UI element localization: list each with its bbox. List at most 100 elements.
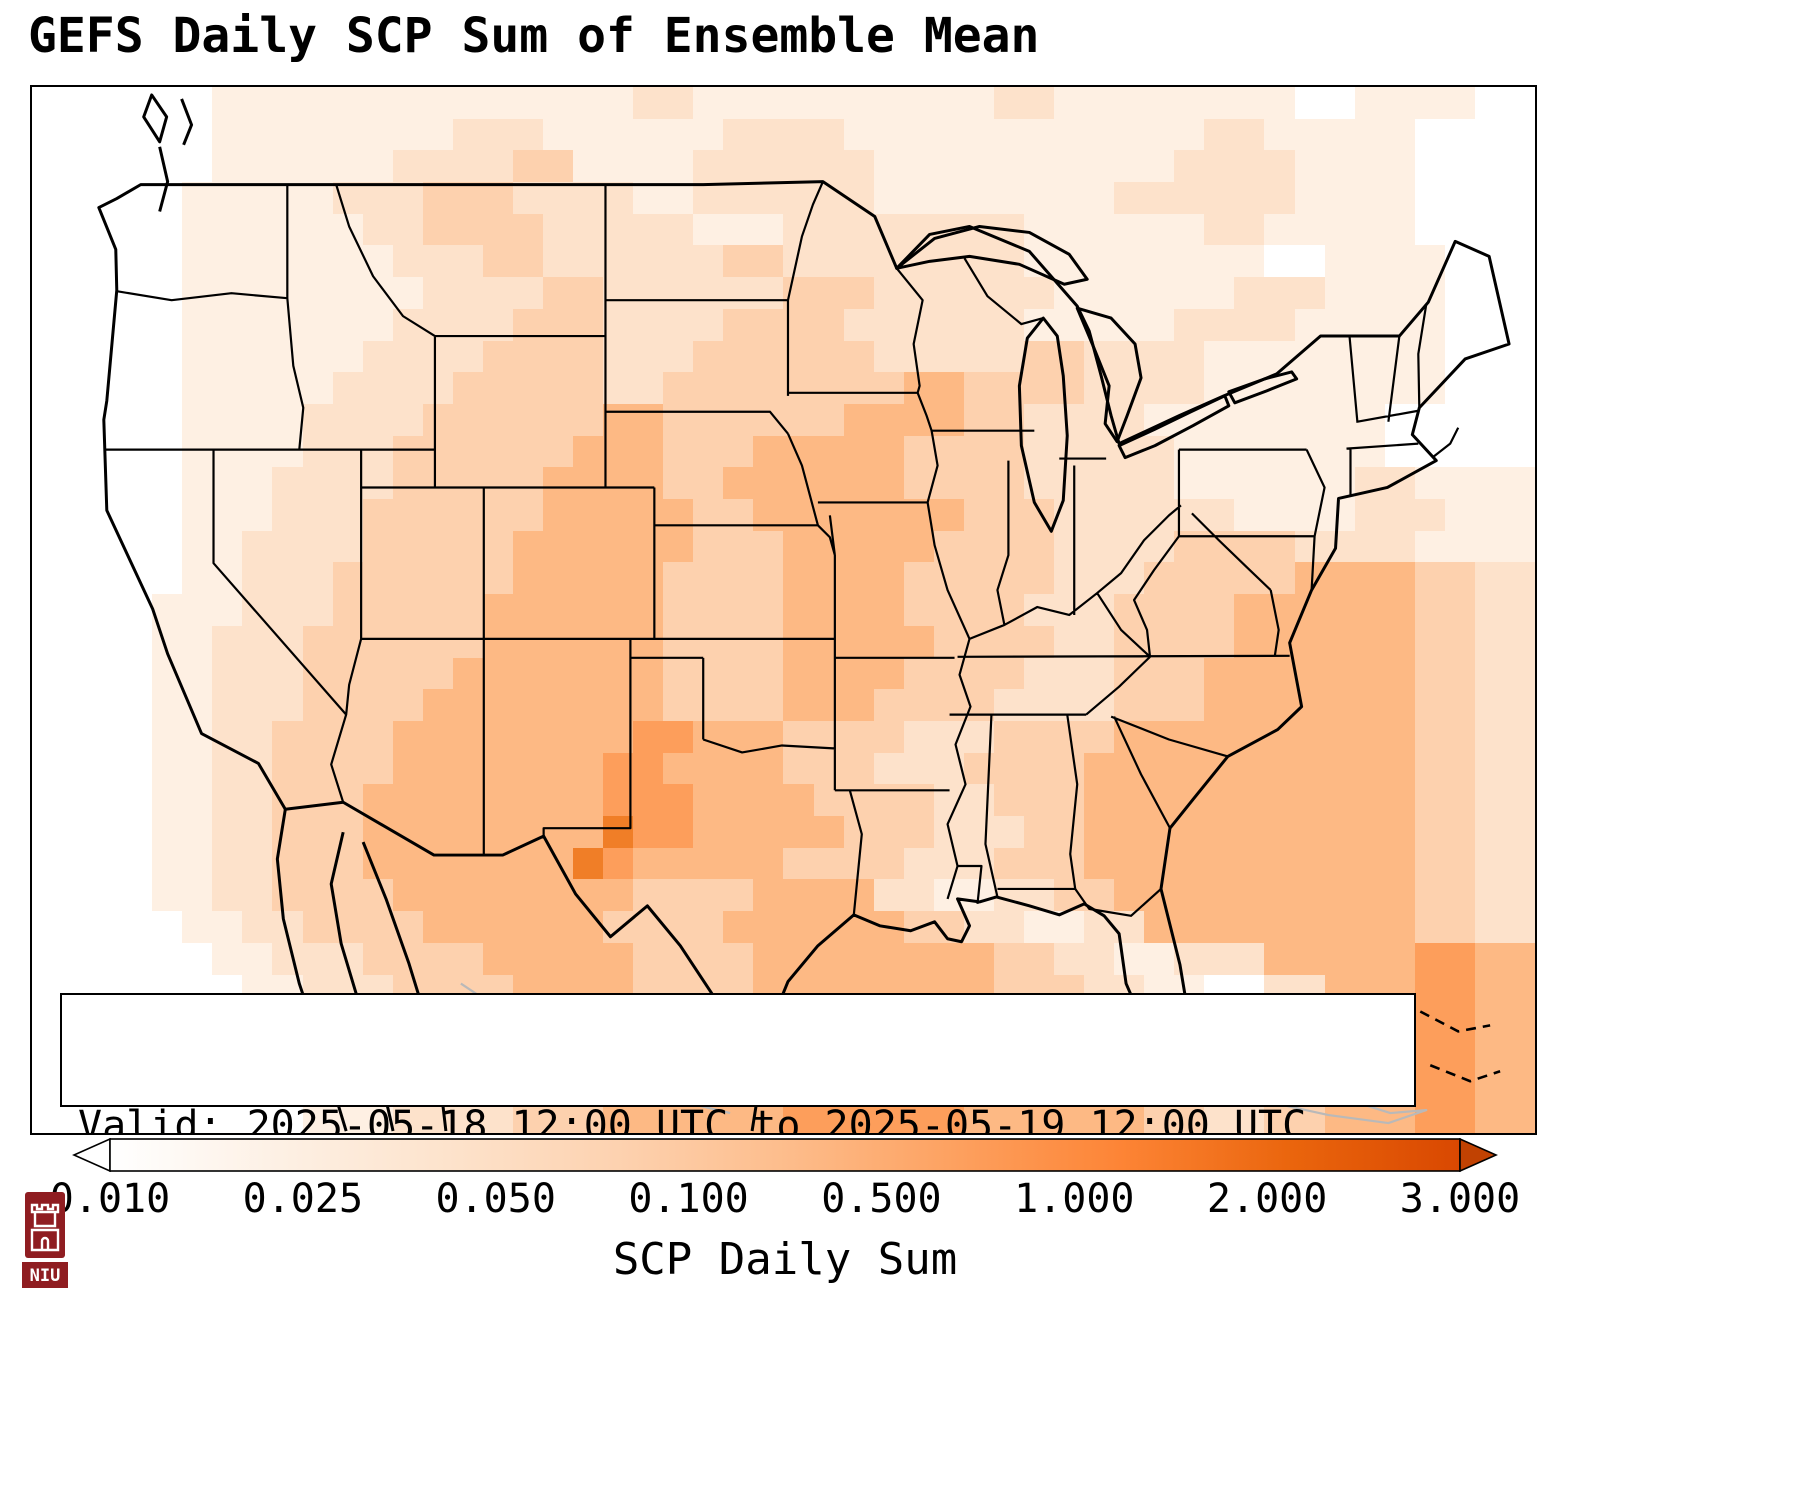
heatmap-cell bbox=[302, 879, 333, 912]
heatmap-cell bbox=[753, 213, 784, 246]
heatmap-cell bbox=[1504, 720, 1535, 753]
heatmap-cell bbox=[1054, 150, 1085, 183]
heatmap-cell bbox=[723, 879, 754, 912]
heatmap-cell bbox=[212, 340, 243, 373]
heatmap-cell bbox=[843, 372, 874, 404]
heatmap-cell bbox=[933, 277, 964, 309]
heatmap-cell bbox=[302, 435, 333, 468]
heatmap-cell bbox=[212, 689, 243, 721]
heatmap-cell bbox=[152, 847, 183, 880]
heatmap-cell bbox=[933, 435, 964, 468]
heatmap-cell bbox=[212, 816, 243, 848]
heatmap-cell bbox=[633, 245, 664, 278]
heatmap-cell bbox=[843, 530, 874, 563]
heatmap-cell bbox=[543, 277, 574, 309]
heatmap-cell bbox=[813, 847, 844, 880]
heatmap-cell bbox=[1084, 245, 1115, 278]
heatmap-cell bbox=[242, 467, 273, 500]
heatmap-cell bbox=[272, 435, 303, 468]
heatmap-cell bbox=[903, 720, 934, 753]
heatmap-cell bbox=[693, 403, 724, 436]
heatmap-cell bbox=[723, 752, 754, 785]
heatmap-cell bbox=[1474, 87, 1505, 119]
heatmap-cell bbox=[1504, 340, 1535, 373]
heatmap-cell bbox=[272, 499, 303, 531]
heatmap-cell bbox=[32, 87, 63, 119]
heatmap-cell bbox=[1414, 784, 1445, 817]
heatmap-cell bbox=[212, 213, 243, 246]
heatmap-cell bbox=[543, 594, 574, 626]
heatmap-cell bbox=[1414, 277, 1445, 309]
heatmap-cell bbox=[332, 657, 363, 690]
heatmap-cell bbox=[392, 213, 423, 246]
heatmap-cell bbox=[452, 784, 483, 817]
colorbar-tick-labels: 0.010 0.025 0.050 0.100 0.500 1.000 2.00… bbox=[50, 1176, 1520, 1222]
heatmap-cell bbox=[993, 87, 1024, 119]
heatmap-cell bbox=[1264, 308, 1295, 341]
heatmap-cell bbox=[1084, 625, 1115, 658]
heatmap-cell bbox=[62, 150, 93, 183]
heatmap-cell bbox=[242, 784, 273, 817]
heatmap-cell bbox=[332, 150, 363, 183]
heatmap-cell bbox=[1023, 182, 1055, 214]
heatmap-cell bbox=[1114, 467, 1145, 500]
heatmap-cell bbox=[663, 150, 694, 183]
heatmap-cell bbox=[933, 562, 964, 595]
heatmap-cell bbox=[1294, 467, 1325, 500]
heatmap-cell bbox=[1504, 847, 1535, 880]
heatmap-cell bbox=[1444, 562, 1475, 595]
heatmap-cell bbox=[512, 625, 544, 658]
heatmap-cell bbox=[62, 562, 93, 595]
heatmap-cell bbox=[1414, 245, 1445, 278]
heatmap-cell bbox=[242, 372, 273, 404]
heatmap-cell bbox=[543, 467, 574, 500]
heatmap-cell bbox=[32, 118, 63, 151]
heatmap-cell bbox=[1354, 625, 1385, 658]
heatmap-cell bbox=[392, 879, 423, 912]
heatmap-cell bbox=[512, 435, 544, 468]
heatmap-cell bbox=[182, 879, 213, 912]
heatmap-cell bbox=[603, 720, 634, 753]
heatmap-cell bbox=[843, 87, 874, 119]
heatmap-cell bbox=[1414, 657, 1445, 690]
heatmap-cell bbox=[1234, 435, 1265, 468]
heatmap-cell bbox=[1504, 784, 1535, 817]
heatmap-cell bbox=[663, 118, 694, 151]
heatmap-cell bbox=[633, 403, 664, 436]
heatmap-cell bbox=[633, 911, 664, 943]
heatmap-cell bbox=[62, 213, 93, 246]
heatmap-cell bbox=[1324, 657, 1355, 690]
heatmap-cell bbox=[1474, 720, 1505, 753]
heatmap-cell bbox=[212, 942, 243, 975]
heatmap-cell bbox=[1264, 150, 1295, 183]
heatmap-cell bbox=[362, 118, 393, 151]
heatmap-cell bbox=[1294, 625, 1325, 658]
heatmap-cell bbox=[1504, 816, 1535, 848]
heatmap-cell bbox=[753, 435, 784, 468]
heatmap-cell bbox=[783, 784, 814, 817]
heatmap-cell bbox=[1384, 213, 1415, 246]
niu-logo: NIU bbox=[22, 1192, 68, 1288]
heatmap-cell bbox=[122, 911, 153, 943]
heatmap-cell bbox=[1174, 689, 1205, 721]
heatmap-cell bbox=[332, 499, 363, 531]
heatmap-cell bbox=[1474, 752, 1505, 785]
heatmap-cell bbox=[1054, 435, 1085, 468]
heatmap-cell bbox=[392, 847, 423, 880]
heatmap-cell bbox=[843, 879, 874, 912]
heatmap-cell bbox=[392, 816, 423, 848]
heatmap-cell bbox=[212, 594, 243, 626]
heatmap-cell bbox=[422, 562, 453, 595]
heatmap-cell bbox=[1023, 942, 1055, 975]
heatmap-cell bbox=[1023, 911, 1055, 943]
heatmap-cell bbox=[753, 277, 784, 309]
heatmap-cell bbox=[242, 403, 273, 436]
heatmap-cell bbox=[1444, 118, 1475, 151]
heatmap-cell bbox=[1204, 87, 1235, 119]
heatmap-cell bbox=[1174, 847, 1205, 880]
heatmap-cell bbox=[1354, 689, 1385, 721]
heatmap-cell bbox=[1474, 1006, 1505, 1038]
heatmap-cell bbox=[1204, 118, 1235, 151]
heatmap-cell bbox=[603, 689, 634, 721]
heatmap-cell bbox=[422, 689, 453, 721]
